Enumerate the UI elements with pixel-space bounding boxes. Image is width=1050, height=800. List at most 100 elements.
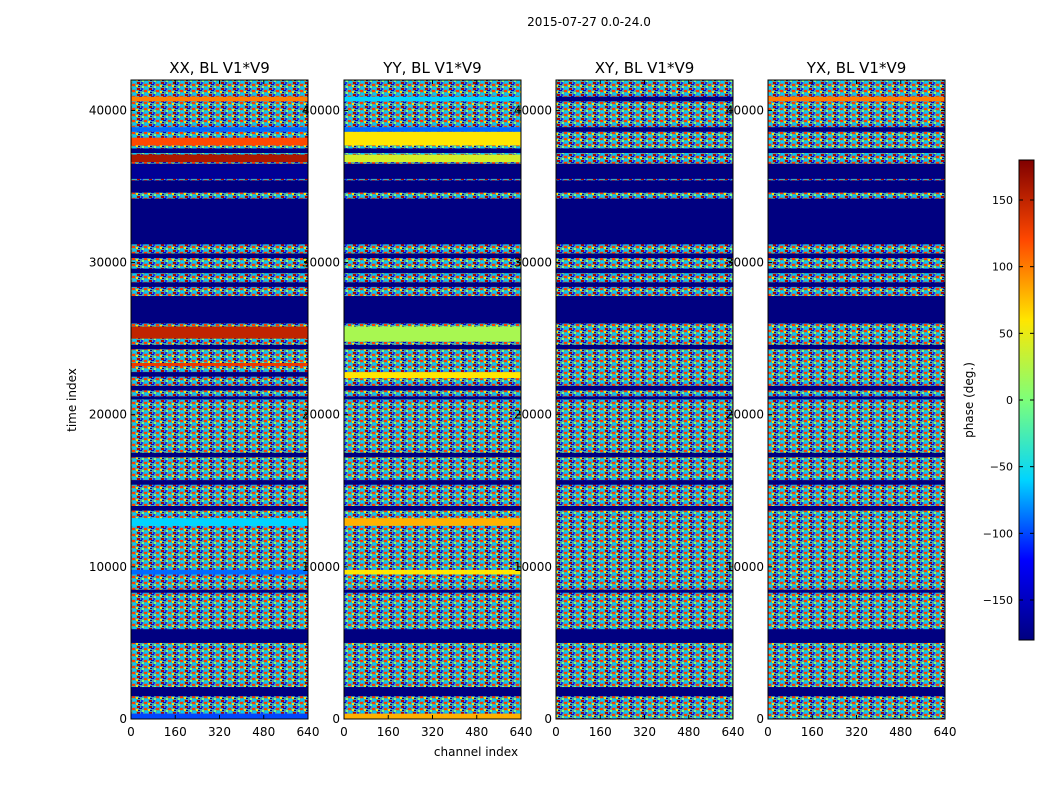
y-tick-label: 40000 [89, 103, 127, 117]
heatmap-band [556, 344, 733, 350]
y-tick-label: 30000 [302, 256, 340, 270]
y-tick-label: 30000 [726, 256, 764, 270]
heatmap-band [556, 452, 733, 458]
y-axis-label: time index [65, 368, 79, 432]
heatmap-band [131, 296, 308, 324]
x-tick-label: 320 [421, 725, 444, 739]
heatmap-band [768, 148, 945, 154]
y-tick-label: 40000 [302, 103, 340, 117]
heatmap-band [344, 629, 521, 643]
y-tick-label: 30000 [89, 256, 127, 270]
heatmap-band [768, 629, 945, 643]
heatmap-band [768, 268, 945, 274]
y-tick-label: 10000 [726, 560, 764, 574]
heatmap-band [344, 198, 521, 245]
colorbar-tick-label: −150 [983, 594, 1013, 607]
heatmap-band [344, 687, 521, 697]
heatmap-band [556, 268, 733, 274]
x-tick-label: 0 [764, 725, 772, 739]
heatmap-band [556, 687, 733, 697]
heatmap-band [556, 180, 733, 193]
heatmap-band [768, 506, 945, 511]
y-tick-label: 40000 [514, 103, 552, 117]
heatmap-band [344, 396, 521, 400]
heatmap-band [768, 282, 945, 287]
heatmap-band [768, 180, 945, 193]
x-tick-label: 480 [889, 725, 912, 739]
x-tick-label: 640 [297, 725, 320, 739]
heatmap-band [131, 344, 308, 350]
heatmap-band [556, 163, 733, 179]
heatmap-band [131, 396, 308, 400]
panel-title: XX, BL V1*V9 [169, 59, 270, 77]
heatmap-band [344, 154, 521, 163]
colorbar-tick-label: 0 [1006, 394, 1013, 407]
heatmap-band [344, 452, 521, 458]
y-tick-label: 20000 [726, 408, 764, 422]
x-tick-label: 480 [465, 725, 488, 739]
heatmap-band [556, 127, 733, 132]
y-tick-label: 0 [544, 712, 552, 726]
y-tick-label: 10000 [89, 560, 127, 574]
x-tick-label: 160 [377, 725, 400, 739]
heatmap-band [556, 148, 733, 154]
colorbar-tick-label: 100 [992, 261, 1013, 274]
heatmap-band [556, 629, 733, 643]
heatmap-band [131, 452, 308, 458]
heatmap-band [131, 180, 308, 193]
x-tick-label: 160 [164, 725, 187, 739]
heatmap-band [344, 180, 521, 193]
heatmap-band [768, 589, 945, 593]
heatmap-band [131, 506, 308, 511]
heatmap-band [768, 452, 945, 458]
heatmap-band [131, 148, 308, 154]
heatmap-band [556, 282, 733, 287]
heatmap-band [344, 253, 521, 259]
x-tick-label: 0 [340, 725, 348, 739]
heatmap-band [131, 385, 308, 391]
heatmap-band [768, 198, 945, 245]
heatmap-band [556, 396, 733, 400]
heatmap-band [344, 148, 521, 154]
heatmap-band [131, 96, 308, 102]
x-tick-label: 0 [127, 725, 135, 739]
heatmap-band [131, 253, 308, 259]
panel-2: XY, BL V1*V9 0 160 320 480 640 0 10000 20000 3000… [514, 59, 745, 739]
y-tick-label: 20000 [302, 408, 340, 422]
heatmap-band [131, 163, 308, 179]
heatmap-band [344, 326, 521, 342]
x-tick-label: 320 [633, 725, 656, 739]
colorbar-label: phase (deg.) [962, 362, 976, 438]
x-tick-label: 480 [252, 725, 275, 739]
heatmap-band [131, 127, 308, 132]
y-tick-label: 30000 [514, 256, 552, 270]
heatmap-band [768, 396, 945, 400]
x-tick-label: 480 [677, 725, 700, 739]
heatmap-band [131, 687, 308, 697]
heatmap-band [768, 296, 945, 324]
x-tick-label: 640 [934, 725, 957, 739]
panel-title: YX, BL V1*V9 [806, 59, 907, 77]
panel-3: YX, BL V1*V9 0 160 320 480 640 0 10000 20000 3000… [726, 59, 957, 739]
heatmap-band [131, 268, 308, 274]
y-tick-label: 0 [119, 712, 127, 726]
heatmap-band [768, 385, 945, 391]
heatmap-band [131, 326, 308, 339]
heatmap-band [344, 131, 521, 146]
heatmap-band [344, 96, 521, 102]
heatmap-band [768, 344, 945, 350]
colorbar: −150 −100 −50 0 50 100 150 [983, 159, 1035, 641]
x-tick-label: 160 [589, 725, 612, 739]
panel-title: YY, BL V1*V9 [382, 59, 481, 77]
heatmap-band [131, 372, 308, 377]
panel-0: XX, BL V1*V9 0 160 320 480 640 0 10000 20000 3000… [89, 59, 320, 739]
heatmap-band [344, 163, 521, 179]
y-tick-label: 10000 [514, 560, 552, 574]
heatmap-band [556, 296, 733, 324]
heatmap-band [344, 372, 521, 379]
y-tick-label: 0 [332, 712, 340, 726]
heatmap-band [344, 127, 521, 132]
heatmap-band [768, 96, 945, 102]
heatmap-band [556, 198, 733, 245]
heatmap-band [344, 506, 521, 511]
